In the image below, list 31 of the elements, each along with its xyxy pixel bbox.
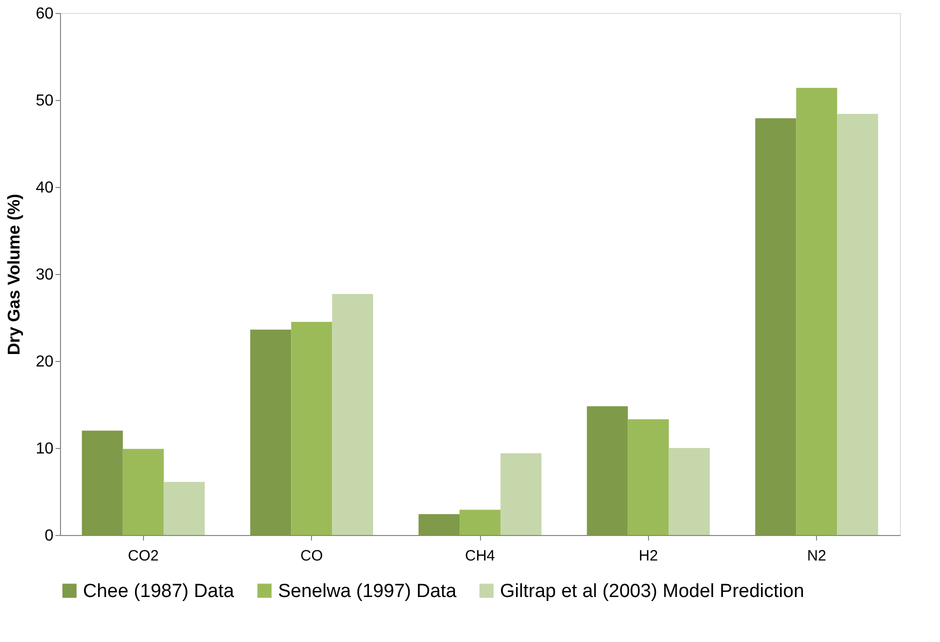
bar [668,448,710,535]
y-tick-label: 60 [36,6,54,22]
legend-label: Chee (1987) Data [83,580,234,602]
x-tick-label: N2 [807,548,826,564]
legend-label: Senelwa (1997) Data [278,580,457,602]
bar [332,294,374,535]
x-tick-label: CO [300,548,323,564]
bar [796,88,838,535]
legend-label: Giltrap et al (2003) Model Prediction [500,580,804,602]
bar [250,330,292,535]
y-tick-label: 10 [36,440,54,458]
bar [755,118,796,535]
bar [586,406,628,535]
bar [82,430,123,535]
y-axis-title: Dry Gas Volume (%) [4,194,24,356]
bar [837,114,878,535]
bar [164,482,205,535]
y-tick-label: 40 [36,180,54,196]
bar [460,510,500,535]
y-tick-label: 0 [44,528,54,544]
bar [500,453,542,535]
y-tick-label: 30 [36,266,54,284]
bar [122,448,164,535]
y-tick-label: 50 [36,92,54,110]
y-tick-label: 20 [36,354,54,370]
x-tick-label: CO2 [128,548,159,564]
x-tick-label: CH4 [464,548,496,564]
bar [628,419,669,535]
x-tick-label: H2 [638,548,658,564]
bar [291,322,332,535]
bar [418,514,460,535]
